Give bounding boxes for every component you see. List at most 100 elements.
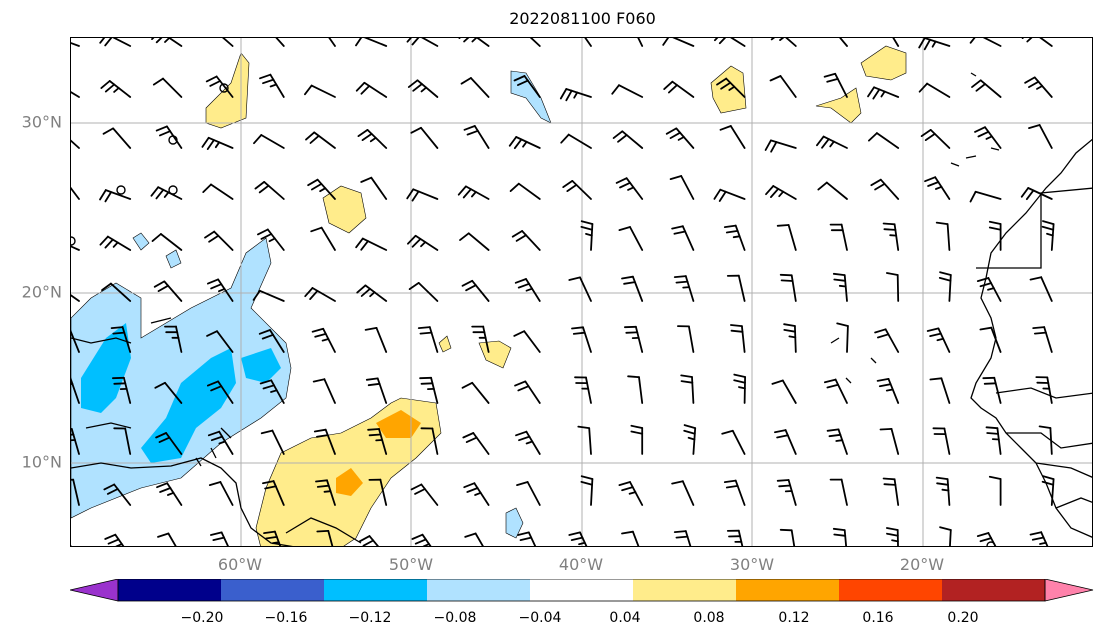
wind-barb-feather (157, 532, 170, 538)
wind-barb-feather (460, 77, 472, 85)
wind-barb (71, 42, 80, 47)
wind-barb (482, 325, 490, 353)
wind-barb-feather (312, 378, 326, 383)
wind-barb-feather (360, 176, 373, 183)
wind-barb-feather (826, 383, 839, 389)
wind-barb (272, 480, 285, 506)
wind-barb-feather (514, 380, 527, 387)
wind-barb-feather (1032, 326, 1046, 330)
wind-barb-feather (725, 229, 739, 234)
coast-africa (970, 138, 1092, 538)
wind-barb (893, 223, 900, 251)
wind-barb-feather (466, 129, 479, 136)
wind-barb-feather (580, 220, 594, 225)
wind-barb-feather (568, 276, 581, 281)
wind-barb-feather (411, 38, 420, 46)
wind-barb-feather (936, 482, 949, 486)
coast-guiana (285, 517, 362, 544)
wind-barb (112, 38, 132, 47)
wind-barb-feather (254, 180, 266, 190)
wind-barb-feather (1041, 480, 1055, 486)
wind-barb-feather (669, 131, 681, 139)
wind-barb-feather (517, 531, 530, 536)
wind-barb-feather (153, 280, 166, 288)
wind-barb-feather (208, 234, 220, 243)
wind-barb-feather (420, 86, 428, 93)
wind-barb-feather (619, 181, 631, 189)
wind-barb (416, 79, 439, 98)
wind-barb (637, 38, 644, 47)
wind-barb-feather (621, 530, 634, 535)
wind-barb (324, 428, 336, 455)
wind-barb (730, 38, 746, 47)
wind-barb-feather (462, 432, 475, 439)
wind-barb-feather (680, 380, 694, 384)
wind-barb-feather (103, 483, 116, 491)
wind-barb-feather (107, 538, 120, 545)
wind-barb-feather (204, 230, 216, 239)
wind-barb-feather (929, 332, 942, 338)
wind-barb-feather (519, 536, 533, 542)
wind-barb (987, 532, 997, 546)
map-panel (70, 37, 1093, 547)
wind-barb-feather (733, 379, 746, 384)
colorbar-swatch (942, 579, 1046, 601)
wind-barb (822, 135, 848, 149)
positive-spot-4 (860, 45, 907, 81)
positive-spot-7 (438, 335, 452, 353)
wind-barb (417, 281, 439, 302)
wind-barb (370, 176, 388, 200)
wind-barb-feather (511, 230, 524, 238)
wind-barb-feather (102, 127, 114, 135)
wind-barb (843, 529, 848, 546)
wind-barb-feather (969, 38, 976, 44)
wind-barb-feather (683, 424, 697, 430)
wind-barb-feather (880, 90, 886, 98)
wind-barb (467, 232, 490, 251)
wind-barb (271, 429, 285, 455)
wind-barb-feather (414, 488, 426, 495)
wind-barb (946, 223, 951, 251)
wind-barb-feather (718, 38, 727, 45)
wind-barb (834, 72, 848, 98)
wind-barb-feather (883, 483, 897, 486)
negative-core-3 (241, 348, 281, 383)
wind-barb-feather (104, 191, 112, 203)
wind-barb (323, 378, 336, 404)
colorbar-tick-p020: 0.20 (947, 610, 979, 626)
wind-barb (834, 378, 848, 404)
wind-barb-feather (112, 241, 119, 248)
wind-barb-feather (463, 482, 476, 489)
coast-hispaniola (85, 422, 132, 429)
wind-barb (363, 81, 388, 98)
wind-barb (529, 38, 541, 47)
wind-barb-feather (517, 282, 531, 289)
wind-barb (270, 379, 285, 404)
wind-barb-feather (985, 426, 999, 430)
wind-barb-feather (578, 541, 586, 546)
colorbar-tick-p012: 0.12 (778, 610, 810, 626)
wind-barb-feather (419, 331, 433, 335)
wind-barb-feather (770, 141, 778, 153)
coast-cape-verde (830, 337, 877, 384)
wind-barb-feather (780, 279, 794, 282)
wind-barb-feather (728, 85, 736, 91)
wind-barb (1040, 531, 1049, 546)
wind-barb-feather (152, 77, 164, 86)
wind-barb (526, 481, 541, 506)
wind-barb (107, 235, 132, 251)
wind-barb-feather (516, 79, 529, 86)
wind-barb-feather (988, 220, 1002, 225)
wind-barb-feather (938, 276, 952, 282)
wind-barb-feather (918, 38, 926, 49)
colorbar-swatch (118, 579, 222, 601)
wind-barb-feather (673, 230, 687, 235)
wind-barb (725, 77, 746, 98)
wind-barb-feather (778, 190, 785, 198)
wind-barb (840, 223, 848, 251)
wind-barb-feather (979, 537, 992, 543)
wind-barb-feather (319, 187, 327, 193)
wind-barb-feather (210, 385, 223, 392)
wind-barb (216, 330, 234, 353)
wind-barb (428, 326, 439, 353)
